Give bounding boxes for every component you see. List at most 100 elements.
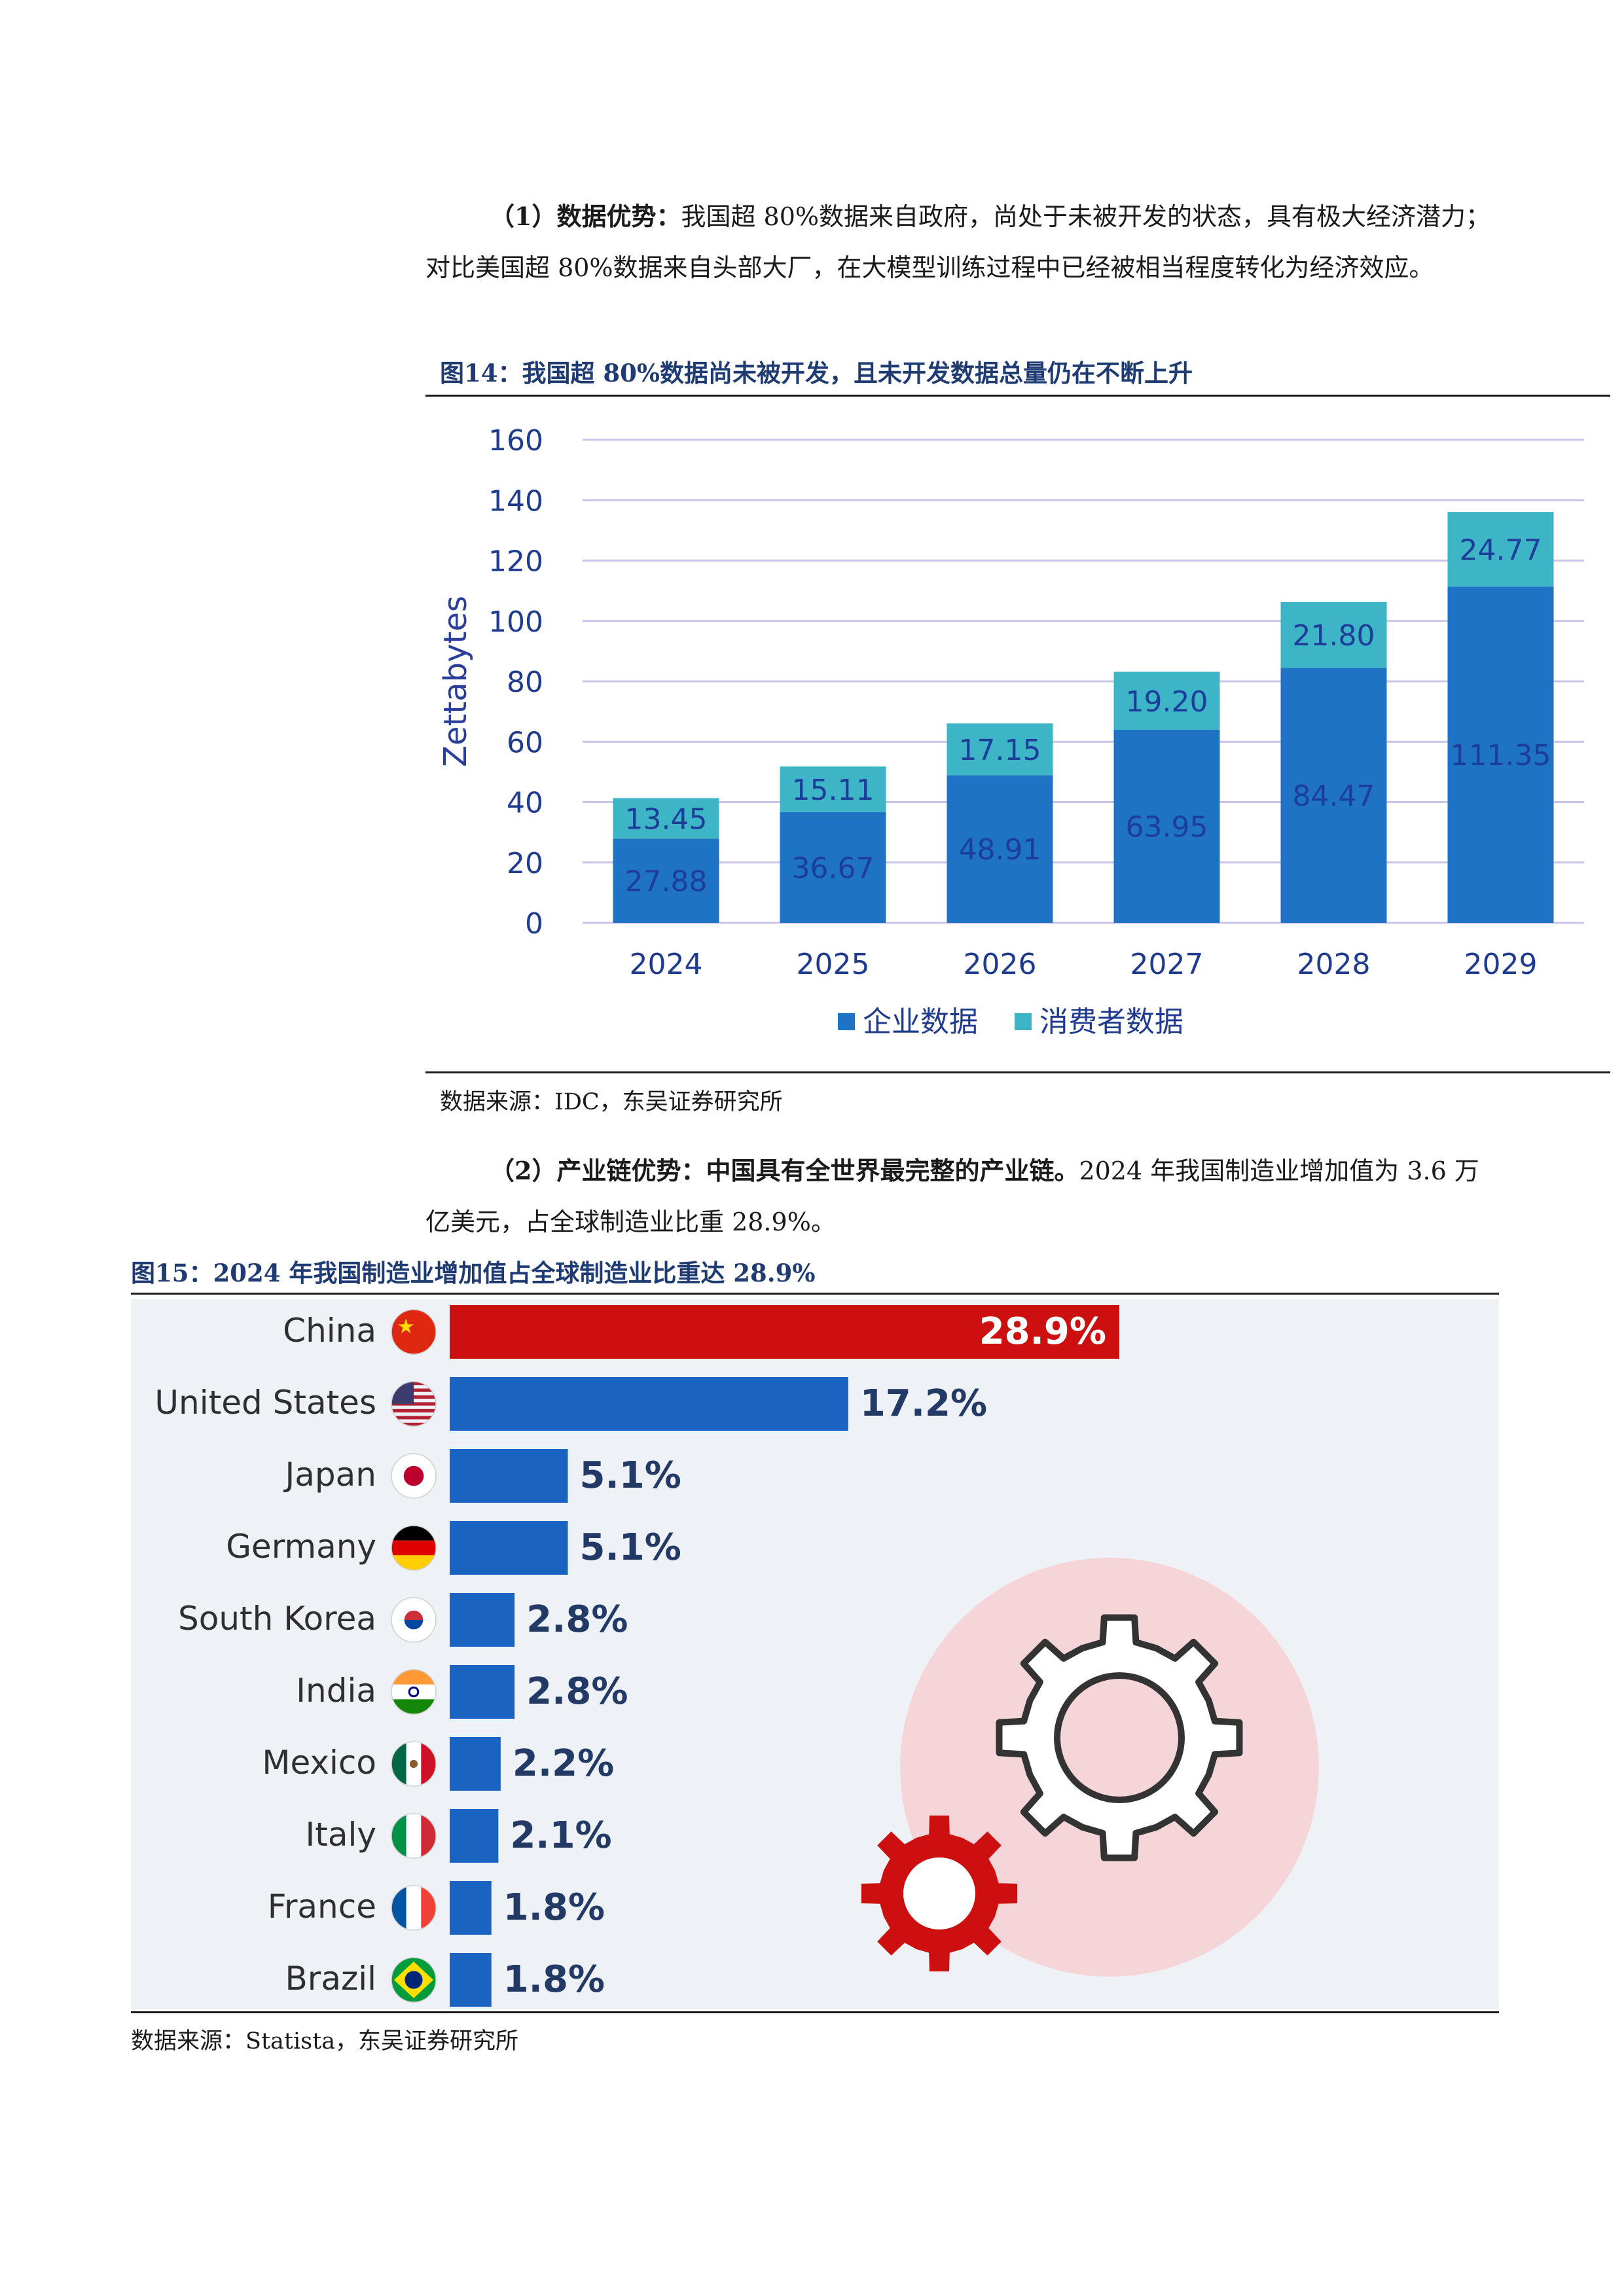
x-tick-label: 2027 (1130, 948, 1204, 981)
country-label: South Korea (178, 1600, 376, 1638)
small-gear-icon (861, 1815, 1018, 1972)
japan-flag-icon (391, 1453, 437, 1499)
country-label: Brazil (285, 1960, 376, 1998)
consumer-bar (1280, 601, 1387, 668)
section1-lead: （1）数据优势： (490, 202, 681, 231)
y-tick-label: 40 (507, 787, 543, 820)
figure14-bottom-rule (425, 1071, 1610, 1073)
consumer-value-label: 13.45 (625, 802, 708, 836)
country-label: China (283, 1312, 376, 1350)
legend-swatch-consumer (1015, 1013, 1032, 1030)
consumer-value-label: 15.11 (792, 774, 875, 807)
enterprise-value-label: 36.67 (792, 852, 875, 885)
x-tick-label: 2029 (1464, 948, 1538, 981)
section2-body: 2024 年我国制造业增加值为 3.6 万亿美元，占全球制造业比重 28.9%。 (425, 1157, 1479, 1236)
share-value-label: 5.1% (580, 1526, 681, 1569)
y-tick-label: 140 (488, 484, 543, 518)
y-tick-label: 120 (488, 545, 543, 579)
legend-label-consumer: 消费者数据 (1039, 1005, 1183, 1039)
x-tick-label: 2025 (797, 948, 870, 981)
consumer-value-label: 17.15 (959, 734, 1041, 767)
germany-flag-icon (391, 1525, 437, 1571)
legend-label-enterprise: 企业数据 (863, 1005, 978, 1039)
legend: 企业数据 消费者数据 (838, 1005, 1183, 1039)
share-value-label: 17.2% (860, 1382, 987, 1425)
country-label: Italy (306, 1816, 376, 1854)
usa-flag-icon (391, 1381, 437, 1427)
country-label: India (296, 1672, 376, 1710)
section2-lead: （2）产业链优势：中国具有全世界最完整的产业链。 (490, 1156, 1079, 1185)
figure15-title: 图15：2024 年我国制造业增加值占全球制造业比重达 28.9% (131, 1259, 816, 1287)
share-bar (450, 1809, 499, 1863)
share-value-label: 2.1% (510, 1814, 611, 1857)
large-gear-icon-hole (1054, 1672, 1185, 1803)
figure14-top-rule (425, 395, 1610, 397)
figure14-chart: 0 20 40 60 80 100 120 140 160 Zettabytes 27.88 13.4… (437, 424, 1584, 1039)
consumer-bar (613, 798, 719, 839)
china-flag-icon: ★ (391, 1309, 437, 1355)
y-tick-label: 100 (488, 605, 543, 639)
enterprise-bar (1447, 586, 1554, 923)
share-value-label: 5.1% (580, 1454, 681, 1497)
y-tick-label: 80 (507, 666, 543, 699)
gear-decoration (861, 1558, 1319, 1977)
y-tick-label: 20 (507, 847, 543, 880)
share-bar (450, 1593, 515, 1647)
legend-swatch-enterprise (838, 1013, 855, 1030)
enterprise-bar (780, 812, 886, 923)
country-label: United States (154, 1384, 376, 1422)
figure15-top-rule (131, 1293, 1499, 1295)
enterprise-bar (1280, 668, 1387, 923)
enterprise-value-label: 84.47 (1293, 780, 1375, 813)
large-gear-icon (996, 1614, 1243, 1861)
share-bar (450, 1521, 568, 1575)
enterprise-value-label: 63.95 (1126, 811, 1208, 844)
country-label: Mexico (262, 1744, 376, 1782)
y-axis-label: Zettabytes (437, 596, 474, 767)
share-bar (450, 1305, 1119, 1359)
figure14-title: 图14：我国超 80%数据尚未被开发，且未开发数据总量仍在不断上升 (440, 359, 1193, 387)
consumer-value-label: 21.80 (1293, 619, 1375, 653)
italy-flag-icon (391, 1813, 437, 1859)
enterprise-bar (1113, 730, 1220, 923)
consumer-value-label: 19.20 (1126, 685, 1208, 719)
share-value-label: 2.8% (526, 1670, 628, 1713)
consumer-bar (947, 723, 1053, 776)
share-bar (450, 1665, 515, 1719)
consumer-bar (1113, 672, 1220, 730)
india-flag-icon (391, 1669, 437, 1715)
small-gear-icon-hole (903, 1857, 975, 1929)
figure15-source: 数据来源：Statista，东吴证券研究所 (131, 2028, 519, 2054)
share-value-label: 1.8% (503, 1958, 605, 2001)
x-tick-label: 2024 (630, 948, 703, 981)
enterprise-bar (613, 838, 719, 923)
y-tick-label: 160 (488, 424, 543, 457)
country-label: France (268, 1888, 376, 1926)
figure15-chart: China ★ 28.9% United States 17.2% Japan 5.1% Ge… (131, 1299, 1499, 2009)
country-label: Germany (226, 1528, 376, 1566)
share-bar (450, 1449, 568, 1503)
south-korea-flag-icon (391, 1597, 437, 1643)
enterprise-value-label: 48.91 (959, 833, 1041, 867)
y-tick-label: 60 (507, 726, 543, 759)
share-value-label: 2.2% (513, 1742, 614, 1785)
section2-paragraph: （2）产业链优势：中国具有全世界最完整的产业链。2024 年我国制造业增加值为 … (425, 1145, 1499, 1247)
figure14-source: 数据来源：IDC，东吴证券研究所 (440, 1089, 783, 1115)
france-flag-icon (391, 1885, 437, 1931)
consumer-bar (1447, 512, 1554, 587)
enterprise-value-label: 111.35 (1451, 739, 1551, 772)
enterprise-bar (947, 775, 1053, 923)
x-tick-label: 2026 (964, 948, 1037, 981)
consumer-bar (780, 766, 886, 812)
y-tick-label: 0 (525, 907, 543, 941)
share-value-label: 2.8% (526, 1598, 628, 1641)
mexico-flag-icon (391, 1741, 437, 1787)
consumer-value-label: 24.77 (1460, 533, 1542, 567)
share-bar (450, 1377, 848, 1431)
enterprise-value-label: 27.88 (625, 865, 708, 899)
section1-body: 我国超 80%数据来自政府，尚处于未被开发的状态，具有极大经济潜力；对比美国超 … (425, 202, 1490, 282)
country-label: Japan (283, 1456, 376, 1494)
x-tick-label: 2028 (1297, 948, 1371, 981)
share-bar (450, 1953, 492, 2007)
figure15-bottom-rule (131, 2011, 1499, 2013)
